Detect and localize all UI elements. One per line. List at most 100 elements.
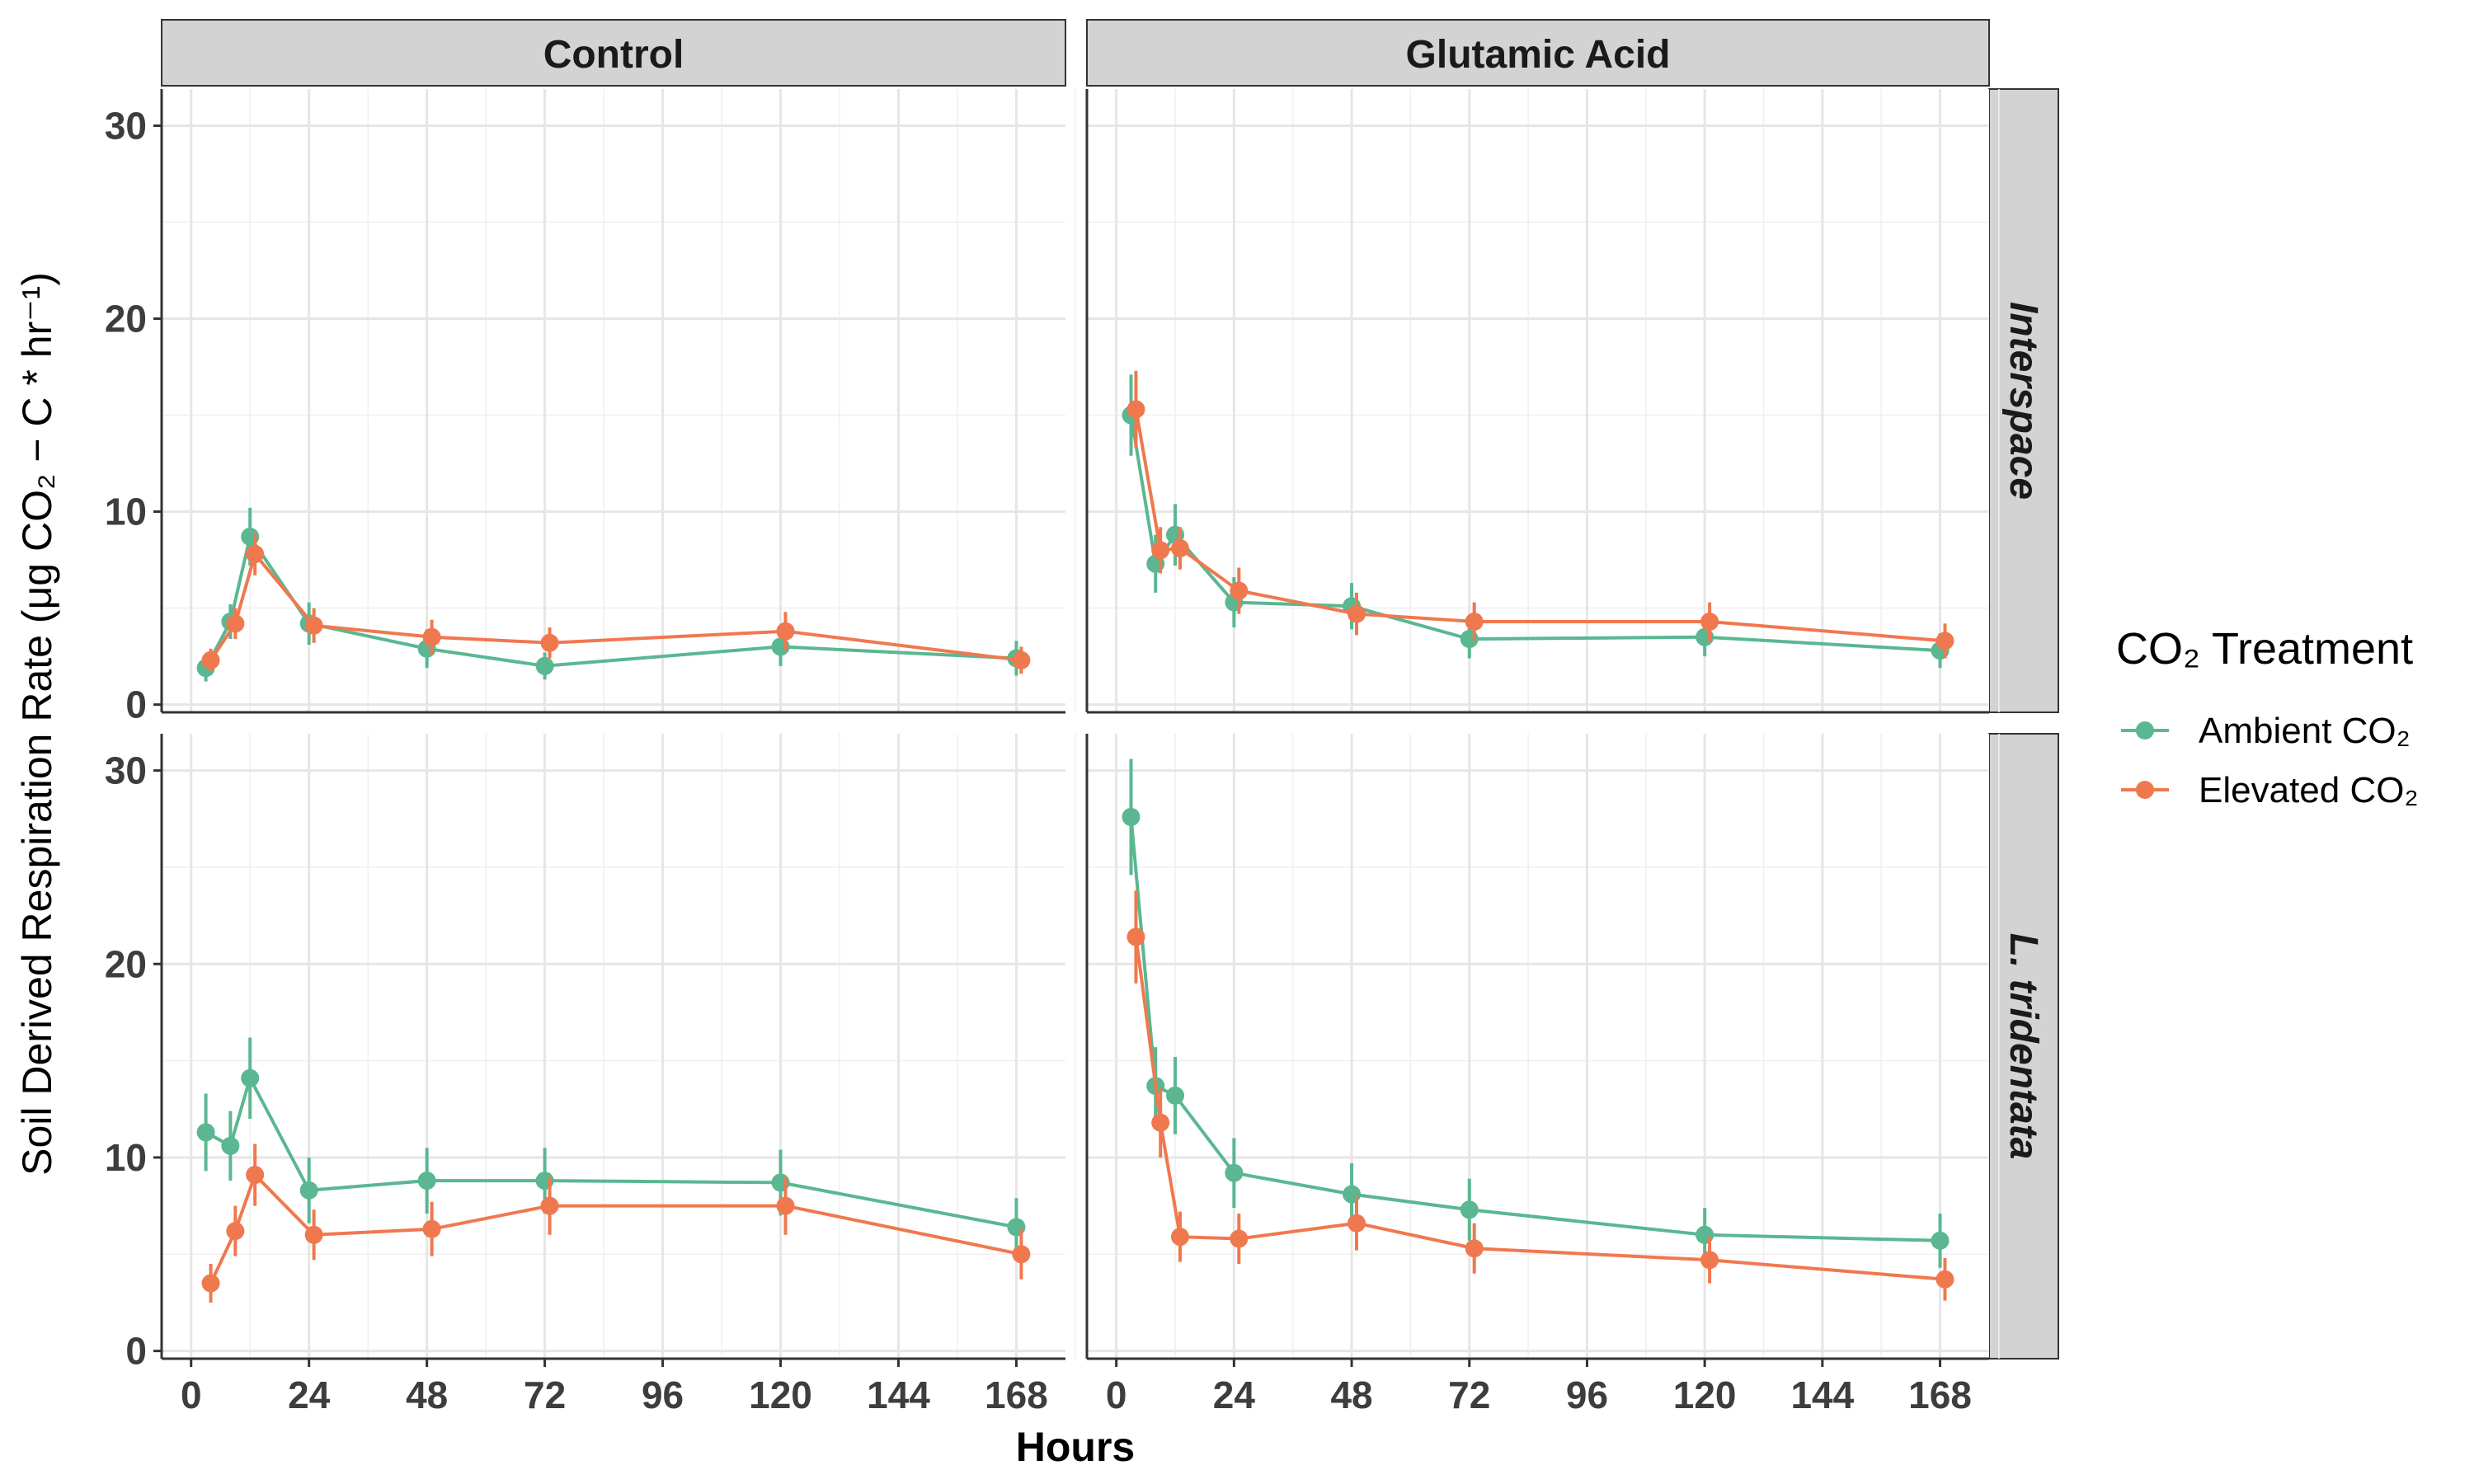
x-tick-label: 72 [524, 1374, 566, 1416]
data-point [299, 1181, 318, 1200]
axis-tick-labels: 0 10 20 30 0 10 20 30 0 24 48 72 96 120 144 168 0 24 48 72 9… [105, 104, 1972, 1416]
data-point [1012, 1245, 1031, 1264]
x-tick-label: 168 [1908, 1374, 1972, 1416]
data-point [304, 616, 323, 635]
x-tick-label: 72 [1448, 1374, 1490, 1416]
series-line [205, 1073, 1017, 1229]
data-point [1931, 1231, 1950, 1250]
x-tick-label: 120 [1673, 1374, 1737, 1416]
data-point [1230, 1229, 1249, 1248]
series-ambient-co [1122, 758, 1950, 1268]
data-point [1126, 400, 1145, 419]
strip-box-l-tridentata [1988, 733, 2059, 1360]
strip-box-interspace [1988, 88, 2059, 713]
data-point [1151, 1113, 1170, 1132]
data-point [422, 627, 441, 646]
data-point [1935, 1270, 1954, 1289]
y-tick-label: 10 [105, 1136, 147, 1179]
series-line [1134, 937, 1945, 1281]
legend-item-elevated: Elevated CO₂ [2121, 770, 2419, 810]
data-point [1012, 650, 1031, 669]
data-point [246, 545, 265, 564]
data-point [417, 1172, 436, 1190]
data-point [1460, 1200, 1479, 1219]
data-point [776, 1196, 795, 1215]
data-point [1465, 1239, 1484, 1258]
panel-background [1087, 734, 1989, 1359]
data-point [1126, 928, 1145, 946]
strip-box-glutamic-acid [1086, 19, 1990, 87]
data-point [226, 1222, 245, 1241]
row-strip-interspace: Interspace [1988, 88, 2059, 713]
data-point [304, 1225, 323, 1244]
series-elevated-co [201, 533, 1031, 674]
data-point [1170, 1228, 1189, 1247]
x-tick-label: 144 [867, 1374, 930, 1416]
data-point [1166, 1086, 1185, 1105]
data-point [1170, 539, 1189, 558]
legend-key-dot-elevated [2136, 781, 2154, 799]
y-tick-label: 30 [105, 104, 147, 147]
y-axis-title: Soil Derived Respiration Rate (μg CO₂ − … [14, 272, 60, 1176]
strip-label-l-tridentata: L. tridentata [2001, 933, 2045, 1160]
data-point [540, 633, 559, 652]
data-point [201, 1274, 220, 1293]
x-tick-label: 0 [181, 1374, 202, 1416]
strip-box-control [161, 19, 1066, 87]
row-strip-l-tridentata: L. tridentata [1988, 733, 2059, 1360]
series-line [209, 1172, 1022, 1284]
plot-panels [160, 89, 2000, 1360]
data-point [1348, 1214, 1366, 1233]
panel-background [162, 89, 1065, 712]
data-point [196, 1123, 215, 1142]
data-point [540, 1196, 559, 1215]
panel-glutamic-acid-interspace [1085, 89, 2000, 714]
panel-control-l-tridentata [160, 734, 1076, 1360]
data-point [221, 1136, 240, 1155]
series-ambient-co [196, 507, 1026, 682]
data-point [226, 614, 245, 633]
x-tick-label: 0 [1106, 1374, 1127, 1416]
legend-label-elevated: Elevated CO₂ [2199, 770, 2419, 810]
legend-item-ambient: Ambient CO₂ [2121, 711, 2411, 751]
series-elevated-co [201, 1144, 1031, 1303]
x-tick-label: 168 [985, 1374, 1048, 1416]
legend-label-ambient: Ambient CO₂ [2199, 711, 2411, 751]
data-point [535, 656, 554, 675]
x-tick-label: 144 [1790, 1374, 1854, 1416]
x-tick-label: 96 [1566, 1374, 1608, 1416]
series-elevated-co [1126, 370, 1954, 659]
data-point [1122, 807, 1141, 826]
x-tick-label: 120 [749, 1374, 812, 1416]
panel-glutamic-acid-l-tridentata [1085, 734, 2000, 1360]
x-tick-label: 48 [406, 1374, 448, 1416]
legend: CO₂ Treatment Ambient CO₂ Elevated CO₂ [2116, 624, 2419, 810]
y-tick-label: 20 [105, 942, 147, 985]
series-line [204, 533, 1017, 669]
data-point [1935, 632, 1954, 650]
panel-control-interspace [160, 89, 1076, 714]
x-axis-title: Hours [1016, 1424, 1135, 1470]
x-tick-label: 96 [642, 1374, 684, 1416]
x-tick-label: 48 [1330, 1374, 1372, 1416]
data-point [246, 1166, 265, 1185]
panel-background [162, 734, 1065, 1359]
legend-title: CO₂ Treatment [2116, 624, 2413, 674]
y-tick-label: 30 [105, 749, 147, 792]
x-tick-label: 24 [288, 1374, 331, 1416]
strip-label-glutamic-acid: Glutamic Acid [1406, 33, 1671, 77]
y-tick-label: 10 [105, 491, 147, 533]
data-point [241, 1068, 260, 1087]
data-point [1700, 1251, 1719, 1270]
data-point [1348, 604, 1366, 623]
series-line [209, 550, 1022, 662]
y-tick-label: 0 [125, 683, 147, 726]
panel-background [1087, 89, 1989, 712]
data-point [1230, 581, 1249, 600]
data-point [1225, 1163, 1244, 1182]
data-point [1465, 612, 1484, 631]
series-elevated-co [1126, 890, 1954, 1301]
column-strip-control: Control [161, 19, 1066, 87]
x-tick-label: 24 [1213, 1374, 1256, 1416]
